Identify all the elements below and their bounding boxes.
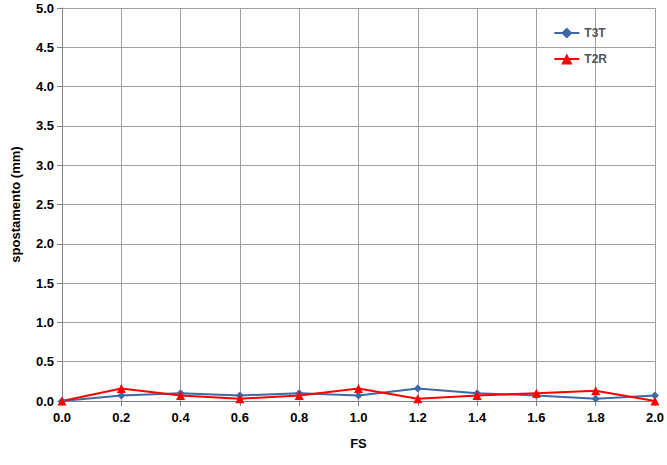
svg-text:2.5: 2.5	[36, 197, 54, 212]
svg-text:T2R: T2R	[584, 52, 607, 66]
svg-text:2.0: 2.0	[646, 410, 664, 425]
svg-text:0.0: 0.0	[53, 410, 71, 425]
svg-text:1.2: 1.2	[409, 410, 427, 425]
svg-text:0.2: 0.2	[112, 410, 130, 425]
svg-text:0.0: 0.0	[36, 394, 54, 409]
svg-text:1.0: 1.0	[36, 315, 54, 330]
svg-text:0.6: 0.6	[231, 410, 249, 425]
svg-text:4.5: 4.5	[36, 40, 54, 55]
svg-text:spostamento (mm): spostamento (mm)	[8, 146, 23, 262]
svg-text:1.5: 1.5	[36, 276, 54, 291]
svg-text:T3T: T3T	[584, 26, 606, 40]
svg-text:0.4: 0.4	[172, 410, 191, 425]
svg-text:FS: FS	[350, 436, 367, 451]
svg-text:2.0: 2.0	[36, 236, 54, 251]
svg-text:0.8: 0.8	[290, 410, 308, 425]
svg-text:1.4: 1.4	[468, 410, 487, 425]
svg-text:5.0: 5.0	[36, 1, 54, 16]
svg-text:4.0: 4.0	[36, 79, 54, 94]
svg-text:1.6: 1.6	[527, 410, 545, 425]
svg-text:1.8: 1.8	[587, 410, 605, 425]
svg-text:3.0: 3.0	[36, 158, 54, 173]
svg-text:3.5: 3.5	[36, 118, 54, 133]
svg-text:1.0: 1.0	[349, 410, 367, 425]
svg-text:0.5: 0.5	[36, 354, 54, 369]
